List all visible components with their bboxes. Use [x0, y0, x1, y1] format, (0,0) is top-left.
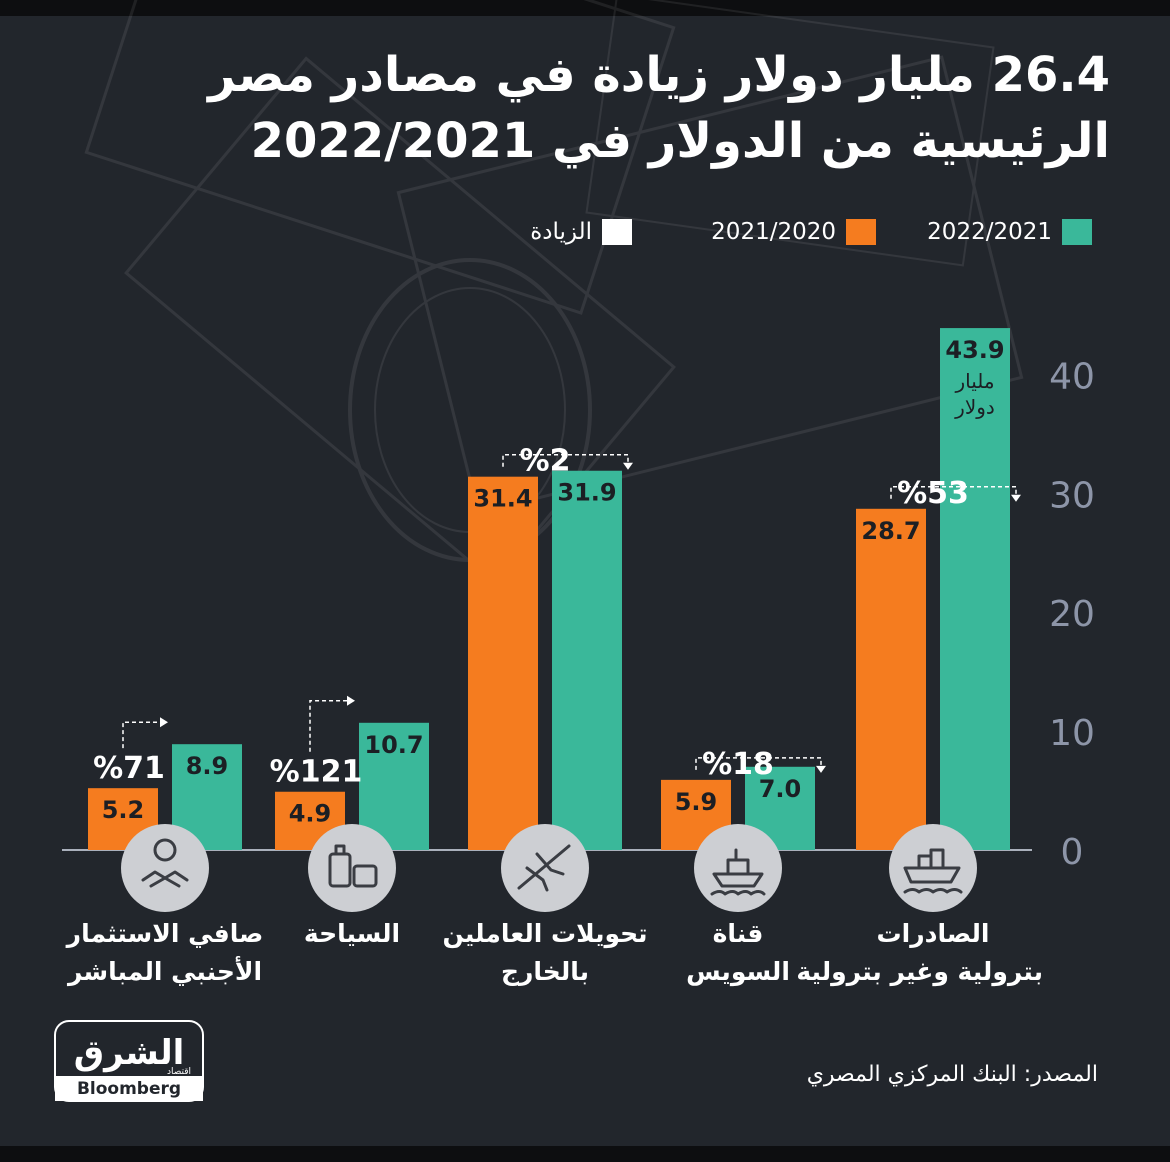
y-tick-label: 30	[1049, 475, 1095, 516]
category-label-line: السياحة	[303, 919, 401, 948]
handshake-dollar-icon	[141, 838, 189, 888]
svg-text:الشرق: الشرق	[74, 1033, 185, 1073]
increase-percent-label: %121	[270, 755, 363, 790]
category-label: صافي الاستثمار الأجنبي المباشر	[55, 915, 275, 991]
category-label: السياحة	[242, 915, 462, 953]
increase-percent-label: %2	[520, 444, 571, 479]
increase-arrowhead	[1011, 494, 1021, 502]
legend-swatch-teal	[1062, 219, 1092, 245]
legend-swatch-orange	[846, 219, 876, 245]
bar-2021-2020	[856, 508, 926, 850]
asharq-bloomberg-logo: الشرق اقتصاد Bloomberg	[54, 1020, 204, 1102]
increase-connector	[309, 700, 349, 752]
category-label: تحويلات العاملين بالخارج	[435, 915, 655, 991]
unit-note-line-1: مليار	[954, 369, 994, 393]
increase-arrowhead	[816, 765, 826, 773]
cargo-ship-icon	[903, 848, 963, 894]
legend-item-2021-2020: 2021/2020	[711, 212, 876, 252]
bar-value-label-2022-2021: 7.0	[759, 775, 802, 803]
svg-text:Bloomberg: Bloomberg	[77, 1079, 181, 1099]
category-label-line: الصادرات	[876, 919, 990, 948]
legend-item-increase: الزيادة	[530, 212, 632, 252]
increase-connector	[122, 721, 162, 749]
category-label-line: صافي الاستثمار	[66, 919, 264, 948]
y-tick-label: 0	[1061, 832, 1084, 873]
bar-value-label-2022-2021: 8.9	[186, 752, 229, 780]
category-icon-circle	[694, 824, 782, 912]
bar-value-label-2021-2020: 5.2	[102, 796, 145, 824]
bottom-border	[0, 1146, 1170, 1162]
category-icon-circle	[308, 824, 396, 912]
legend-label: 2022/2021	[927, 219, 1052, 245]
category-icon-circle	[121, 824, 209, 912]
y-tick-label: 40	[1049, 356, 1095, 397]
category-label-line: بالخارج	[501, 957, 589, 986]
category-label-line: السويس	[686, 957, 790, 986]
ship-icon	[710, 848, 766, 896]
category-label: قناة السويس	[628, 915, 848, 991]
increase-arrowhead	[347, 695, 355, 706]
category-label-line: تحويلات العاملين	[442, 919, 648, 948]
bar-value-label-2022-2021: 31.9	[557, 479, 616, 507]
increase-connector	[890, 486, 1017, 499]
increase-arrowhead	[160, 717, 168, 728]
bar-value-label-2022-2021: 10.7	[364, 731, 423, 759]
bar-value-label-2021-2020: 28.7	[861, 517, 920, 545]
bar-2022-2021	[940, 328, 1010, 851]
svg-text:اقتصاد: اقتصاد	[167, 1067, 191, 1077]
increase-percent-label: %18	[702, 747, 774, 782]
y-tick-label: 10	[1049, 713, 1095, 754]
y-tick-label: 20	[1049, 594, 1095, 635]
category-label: الصادرات بترولية وغير بترولية	[796, 915, 1043, 991]
bar-value-label-2021-2020: 31.4	[473, 485, 532, 513]
bar-value-label-2021-2020: 4.9	[289, 800, 332, 828]
top-border	[0, 0, 1170, 16]
legend-item-2022-2021: 2022/2021	[927, 212, 1092, 252]
increase-percent-label: %53	[897, 476, 969, 511]
bar-2021-2020	[468, 476, 538, 850]
increase-arrowhead	[623, 462, 633, 470]
legend-label: الزيادة	[530, 219, 592, 245]
increase-connector	[695, 757, 822, 770]
bar-value-label-2021-2020: 5.9	[675, 788, 718, 816]
bar-value-label-2022-2021: 43.9	[945, 336, 1004, 364]
luggage-icon	[328, 844, 378, 888]
source-note: المصدر: البنك المركزي المصري	[806, 1062, 1098, 1087]
increase-percent-label: %71	[93, 751, 165, 786]
category-label-line: بترولية وغير بترولية	[796, 957, 1043, 986]
chart-title: 26.4 مليار دولار زيادة في مصادر مصر الرئ…	[208, 47, 1110, 169]
increase-connector	[502, 453, 629, 467]
legend-swatch-white	[602, 219, 632, 245]
chart-legend: 2022/2021 2021/2020 الزيادة	[0, 212, 1170, 252]
unit-note-line-2: دولار	[954, 395, 995, 419]
airplane-icon	[517, 844, 571, 892]
legend-label: 2021/2020	[711, 219, 836, 245]
bar-2022-2021	[552, 470, 622, 850]
category-label-line: قناة	[712, 919, 764, 948]
category-label-line: الأجنبي المباشر	[67, 957, 263, 986]
